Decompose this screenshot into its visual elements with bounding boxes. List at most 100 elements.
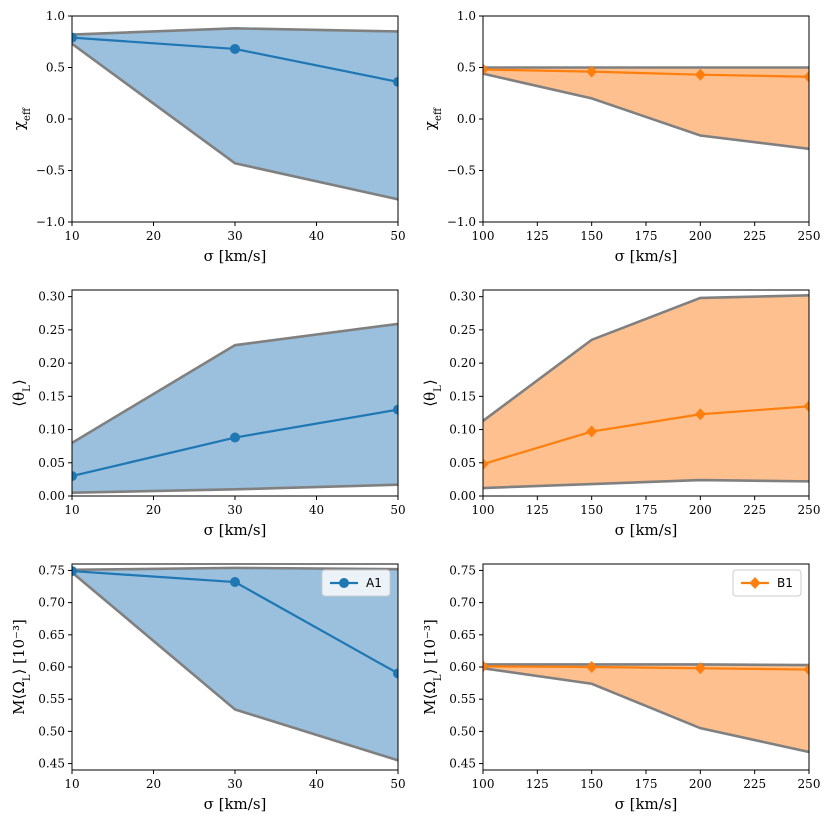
band-upper-line — [483, 294, 809, 422]
y-tick-label: 0.05 — [38, 456, 65, 470]
x-tick-label: 125 — [526, 229, 549, 243]
y-tick-label: 0.00 — [38, 489, 65, 503]
data-point — [694, 68, 706, 81]
data-point — [72, 471, 77, 482]
y-tick-label: 0.65 — [38, 628, 65, 642]
x-tick-label: 20 — [146, 229, 161, 243]
band-lower-line — [72, 42, 398, 201]
y-tick-label: 0.50 — [38, 724, 65, 738]
band-lower-line — [72, 483, 398, 494]
x-tick-label: 125 — [526, 503, 549, 517]
panel-B_chi: 100 125 150 175 200 225 250 −1.0 −0.5 0.0 0.5 1.0 σ … — [421, 9, 820, 265]
x-tick-label: 20 — [146, 503, 161, 517]
series-line-B1 — [483, 405, 809, 466]
y-axis-label: M⟨ΩL⟩ [10⁻³] — [421, 619, 444, 715]
plot-area — [72, 27, 398, 201]
x-tick-label: 225 — [743, 229, 766, 243]
x-tick-label: 250 — [798, 229, 821, 243]
x-tick-label: 100 — [472, 777, 495, 791]
y-tick-label: −0.5 — [36, 164, 65, 178]
x-tick-label: 225 — [743, 503, 766, 517]
x-tick-label: 10 — [64, 777, 79, 791]
band-fill — [483, 664, 809, 752]
y-tick-label: 0.50 — [449, 724, 476, 738]
y-tick-label: 1.0 — [46, 9, 65, 23]
data-point — [803, 70, 809, 83]
legend-marker — [749, 577, 761, 589]
x-tick-label: 150 — [580, 229, 603, 243]
x-axis-label: σ [km/s] — [615, 521, 678, 539]
plot-area — [483, 63, 809, 151]
data-point — [483, 458, 489, 471]
y-tick-label: 0.20 — [449, 356, 476, 370]
y-tick-label: 0.60 — [449, 660, 476, 674]
data-point — [393, 668, 398, 679]
plot-area — [72, 322, 398, 494]
data-point — [393, 76, 398, 87]
legend: A1 — [321, 569, 391, 597]
x-tick-label: 200 — [689, 229, 712, 243]
band-upper-line — [72, 322, 398, 444]
x-tick-label: 10 — [64, 503, 79, 517]
x-tick-label: 20 — [146, 777, 161, 791]
band-lower-line — [483, 667, 809, 754]
x-tick-label: 50 — [390, 777, 405, 791]
band-upper-line — [72, 27, 398, 36]
plot-area — [72, 566, 398, 762]
y-tick-label: 0.0 — [46, 112, 65, 126]
y-tick-label: 0.10 — [449, 423, 476, 437]
legend-label: B1 — [777, 576, 793, 590]
y-tick-label: 0.20 — [38, 356, 65, 370]
y-tick-label: 0.00 — [449, 489, 476, 503]
legend-label: A1 — [366, 576, 382, 590]
y-tick-label: 0.15 — [449, 389, 476, 403]
x-tick-label: 250 — [798, 503, 821, 517]
plot-area — [483, 660, 809, 754]
x-tick-label: 40 — [309, 229, 324, 243]
x-tick-label: 40 — [309, 777, 324, 791]
y-tick-label: 0.75 — [449, 563, 476, 577]
data-point — [230, 577, 240, 588]
x-tick-label: 125 — [526, 777, 549, 791]
x-axis-label: σ [km/s] — [615, 247, 678, 265]
y-tick-label: 0.10 — [38, 423, 65, 437]
data-point — [483, 660, 489, 673]
data-point — [72, 32, 77, 43]
x-tick-label: 10 — [64, 229, 79, 243]
panel-A_chi: 10 20 30 40 50 −1.0 −0.5 0.0 0.5 1.0 σ [km/s] χeff — [10, 9, 406, 265]
y-tick-label: 0.70 — [449, 596, 476, 610]
y-tick-label: 0.15 — [38, 389, 65, 403]
x-tick-label: 30 — [227, 777, 242, 791]
x-tick-label: 100 — [472, 503, 495, 517]
x-tick-label: 225 — [743, 777, 766, 791]
data-point — [694, 662, 706, 675]
data-point — [586, 65, 598, 78]
x-tick-label: 50 — [390, 503, 405, 517]
y-tick-label: 0.30 — [449, 290, 476, 304]
y-tick-label: 0.75 — [38, 563, 65, 577]
y-tick-label: 1.0 — [457, 9, 476, 23]
x-tick-label: 150 — [580, 777, 603, 791]
y-tick-label: 0.0 — [457, 112, 476, 126]
y-tick-label: 0.25 — [449, 323, 476, 337]
x-axis-label: σ [km/s] — [204, 247, 267, 265]
y-axis-label: χeff — [10, 107, 33, 130]
x-tick-label: 100 — [472, 229, 495, 243]
band-fill — [72, 28, 398, 200]
y-axis-label: ⟨θL⟩ — [10, 379, 33, 406]
x-tick-label: 50 — [390, 229, 405, 243]
y-tick-label: −1.0 — [36, 215, 65, 229]
band-fill — [483, 295, 809, 489]
y-axis-label: χeff — [421, 107, 444, 130]
x-tick-label: 40 — [309, 503, 324, 517]
y-tick-label: 0.65 — [449, 628, 476, 642]
plot-area — [483, 294, 809, 490]
y-tick-label: 0.45 — [38, 757, 65, 771]
x-axis-label: σ [km/s] — [615, 795, 678, 813]
band-fill — [72, 323, 398, 493]
y-axis-label: ⟨θL⟩ — [421, 379, 444, 406]
y-tick-label: 0.70 — [38, 596, 65, 610]
panel-A_theta: 10 20 30 40 50 0.00 0.05 0.10 0.15 0.20 0.25 0.30 σ … — [10, 289, 406, 539]
band-lower-line — [483, 478, 809, 490]
